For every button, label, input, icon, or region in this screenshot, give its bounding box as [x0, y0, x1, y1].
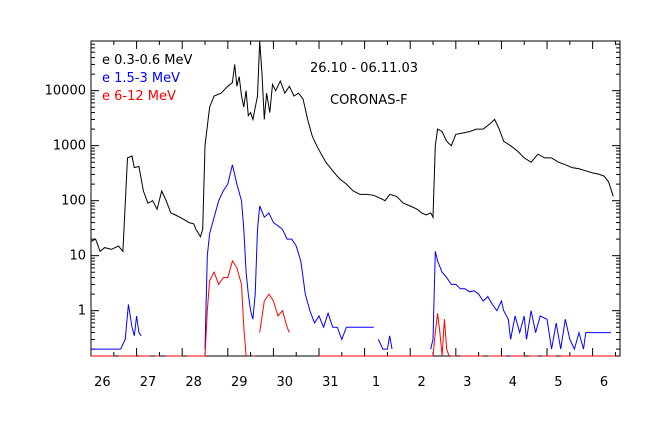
series-line-3: [259, 293, 290, 333]
x-tick-label: 4: [509, 375, 517, 390]
x-tick-label: 1: [372, 375, 380, 390]
annotation-date-range: 26.10 - 06.11.03: [310, 61, 418, 76]
y-axis: 1 10 100 1000 10000: [45, 40, 620, 350]
series-line-3: [432, 313, 450, 357]
series-line-2: [91, 304, 142, 350]
y-tick-label: 100: [61, 194, 86, 209]
series-group: [90, 40, 616, 357]
y-tick-label: 1: [78, 304, 86, 319]
x-tick-label: 29: [231, 375, 248, 390]
y-tick-label: 10: [69, 249, 86, 264]
x-tick-label: 31: [322, 375, 339, 390]
x-tick-label: 3: [463, 375, 471, 390]
x-tick-label: 6: [600, 375, 608, 390]
legend-entry-1: e 0.3-0.6 MeV: [102, 53, 193, 68]
x-axis: 26 27 28 29 30 31 1 2 3 4 5 6: [90, 41, 616, 390]
x-tick-label: 26: [94, 375, 111, 390]
series-line-1: [90, 40, 614, 253]
series-line-2: [430, 251, 611, 351]
series-line-3: [186, 259, 247, 357]
annotation-instrument: CORONAS-F: [330, 93, 408, 108]
x-tick-label: 30: [277, 375, 294, 390]
y-tick-label: 10000: [45, 84, 86, 99]
x-tick-label: 28: [185, 375, 202, 390]
legend-entry-3: e 6-12 MeV: [102, 89, 176, 104]
x-tick-label: 5: [554, 375, 562, 390]
legend-entry-2: e 1.5-3 MeV: [102, 71, 180, 86]
series-line-2: [204, 164, 374, 350]
x-tick-label: 2: [417, 375, 425, 390]
y-tick-label: 1000: [53, 139, 86, 154]
series-line-2: [377, 335, 393, 350]
x-tick-label: 27: [140, 375, 157, 390]
